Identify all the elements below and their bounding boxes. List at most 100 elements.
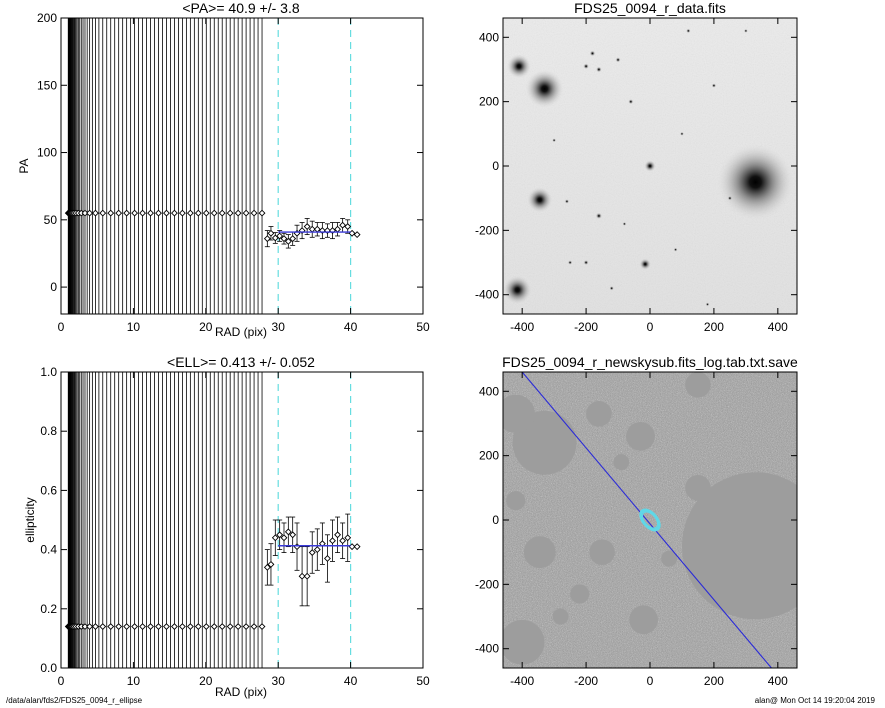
pa-data-point [313, 225, 321, 233]
mask-image-ytick-label: -200 [475, 577, 499, 591]
mask-image-xtick-label: -200 [574, 674, 598, 688]
source-blob [595, 212, 603, 220]
mask-image-xtick-label: 0 [647, 674, 654, 688]
source-blob [727, 195, 733, 201]
ell-title: <ELL>= 0.413 +/- 0.052 [167, 354, 315, 370]
mask-region [661, 550, 678, 567]
pa-inner-point [258, 209, 266, 217]
position-angle-line [521, 372, 772, 668]
source-blob [628, 99, 634, 105]
source-blob [506, 54, 532, 79]
pa-inner-point [115, 209, 123, 217]
source-blob [567, 260, 573, 265]
mask-region [586, 401, 612, 427]
data-image-xtick-label: -200 [574, 320, 598, 334]
source-blob [564, 199, 570, 204]
pa-inner-point [234, 209, 242, 217]
ell-xlabel: RAD (pix) [215, 685, 267, 699]
ell-data-point [334, 531, 342, 539]
pa-xtick-label: 10 [127, 320, 141, 334]
ell-data-point [280, 534, 288, 542]
pa-data-point [344, 223, 352, 230]
mask-regions [503, 372, 797, 665]
source-blob [609, 286, 614, 291]
ell-ytick-label: 0.8 [40, 424, 57, 438]
pa-inner-point [163, 209, 170, 217]
mask-image-title: FDS25_0094_r_newskysub.fits_log.tab.txt.… [502, 354, 798, 370]
ell-data-point [353, 543, 361, 551]
data-image [503, 18, 797, 314]
pa-inner-point [202, 209, 210, 217]
pa-inner-point [218, 209, 226, 217]
mask-region [503, 619, 545, 665]
ell-panel: <ELL>= 0.413 +/- 0.052 0 10 20 30 40 50 0.0 0.2… [23, 354, 430, 699]
pa-inner-point [194, 209, 202, 217]
ell-data-point [284, 528, 292, 536]
pa-xtick-label: 50 [416, 320, 430, 334]
pa-data-point [353, 231, 361, 239]
mask-region [506, 491, 526, 511]
mask-image [503, 372, 797, 668]
pa-inner-point [107, 209, 115, 217]
pa-inner-point [131, 209, 139, 217]
ell-ytick-label: 0.6 [40, 483, 57, 497]
mask-region [589, 539, 615, 565]
ell-inner-point [202, 623, 210, 630]
ell-inner-point [131, 623, 139, 630]
mask-image-xtick-label: 400 [768, 674, 788, 688]
source-blob [673, 247, 678, 252]
ell-inner-point [178, 623, 186, 630]
ell-data-point [263, 563, 271, 571]
ell-xtick-label: 0 [58, 674, 65, 688]
pa-inner-point [242, 209, 250, 217]
ell-inner-point [258, 623, 266, 630]
isophote-ellipse [641, 511, 659, 529]
mask-region [681, 472, 797, 620]
source-blob [639, 258, 651, 270]
source-blob [525, 69, 564, 108]
pa-ytick-label: 150 [37, 78, 57, 92]
ell-ylabel: ellipticity [23, 497, 37, 542]
pa-inner-point [99, 209, 107, 217]
mask-image-ytick-label: 400 [479, 384, 499, 398]
ell-data-point [313, 546, 321, 554]
mask-region [629, 605, 658, 635]
pa-data-point [303, 223, 311, 230]
ell-inner-point [107, 623, 115, 630]
ell-xtick-label: 20 [199, 674, 213, 688]
mask-image-ytick-label: 0 [492, 513, 499, 527]
pa-data-point [276, 232, 284, 240]
pa-inner-point [147, 209, 154, 217]
ell-inner-point [163, 623, 170, 630]
source-blob [503, 275, 532, 305]
ell-inner-point [186, 623, 194, 630]
mask-region [685, 372, 711, 398]
pa-inner-point [86, 209, 94, 217]
ell-data-point [289, 531, 297, 539]
pa-inner-point [210, 209, 218, 217]
data-image-sources [503, 28, 794, 307]
ellipse-overlay [521, 372, 772, 668]
source-blob [705, 302, 710, 307]
pa-ytick-label: 50 [44, 213, 58, 227]
pa-inner-point [186, 209, 194, 217]
pa-plot-content [64, 18, 361, 314]
source-blob [711, 83, 717, 88]
pa-xlabel: RAD (pix) [215, 325, 267, 339]
mask-image-ytick-label: -400 [475, 642, 499, 656]
pa-ylabel: PA [17, 158, 31, 173]
ell-data-point [308, 549, 316, 556]
pa-data-point [339, 221, 347, 229]
pa-inner-point [123, 209, 131, 217]
ell-data-point [323, 555, 331, 562]
pa-xtick-label: 30 [272, 320, 286, 334]
pa-ytick-label: 100 [37, 146, 57, 160]
pa-inner-point [178, 209, 186, 217]
mask-region [626, 421, 655, 451]
footer-path: /data/alan/fds2/FDS25_0094_r_ellipse [6, 696, 143, 705]
pa-inner-point [92, 209, 99, 217]
pa-ytick-label: 200 [37, 11, 57, 25]
source-blob [589, 50, 596, 57]
pa-inner-point [170, 209, 178, 217]
data-image-xtick-label: 400 [768, 320, 788, 334]
